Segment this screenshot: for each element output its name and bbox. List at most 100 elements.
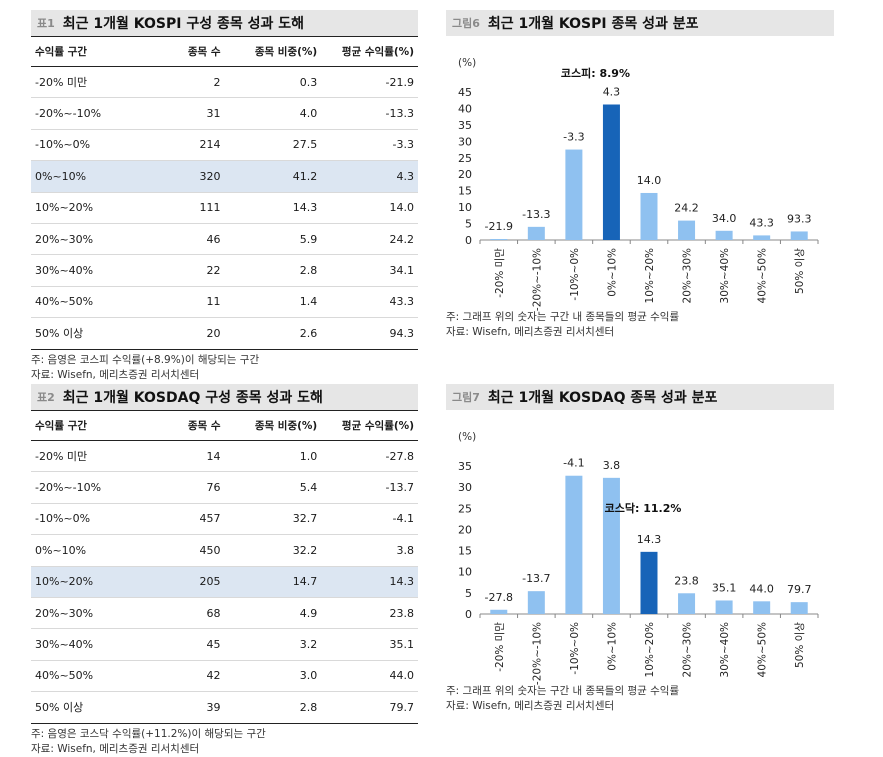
figure7-title: 최근 1개월 KOSDAQ 종목 성과 분포 (487, 390, 718, 406)
table-cell: 320 (147, 160, 225, 193)
table2-header: 종목 수 (147, 410, 225, 441)
table-cell: 31 (147, 97, 225, 130)
table-cell: 4.3 (321, 160, 418, 193)
table-cell: 3.0 (224, 660, 322, 693)
table-row: 30%~40% 22 2.8 34.1 (31, 254, 418, 287)
table-cell: 5.4 (224, 471, 322, 504)
x-tick-label: -10%~0% (569, 622, 581, 675)
y-tick-label: 30 (458, 135, 472, 148)
table-row: 0%~10% 450 32.2 3.8 (31, 534, 418, 567)
x-tick-label: -20%~-10% (531, 622, 543, 685)
table-cell: 22 (147, 254, 225, 287)
y-tick-label: 25 (458, 152, 472, 165)
figure6-title: 최근 1개월 KOSPI 종목 성과 분포 (487, 16, 699, 32)
y-tick-label: 25 (458, 502, 472, 515)
y-axis-unit-label: (%) (458, 57, 476, 69)
table2-title-bar: 표2 최근 1개월 KOSDAQ 구성 종목 성과 도해 (31, 384, 418, 410)
table2-title: 최근 1개월 KOSDAQ 구성 종목 성과 도해 (62, 390, 323, 406)
table-cell: 45 (147, 628, 225, 661)
table-cell: 42 (147, 660, 225, 693)
table-cell: 14.3 (321, 566, 418, 598)
table-cell: 3.2 (224, 628, 322, 661)
figure7-notes: 주: 그래프 위의 숫자는 구간 내 종목들의 평균 수익률 자료: Wisef… (446, 684, 834, 714)
table-cell: 50% 이상 (31, 317, 148, 350)
table-cell: 43.3 (321, 286, 418, 319)
figure6-footnote: 주: 그래프 위의 숫자는 구간 내 종목들의 평균 수익률 (446, 311, 680, 323)
x-tick-label: 10%~20% (644, 248, 656, 303)
table-cell: 450 (147, 534, 225, 567)
table-row: -20%~-10% 76 5.4 -13.7 (31, 471, 418, 504)
figure7-title-bar: 그림7 최근 1개월 KOSDAQ 종목 성과 분포 (446, 384, 834, 410)
table-cell: 14.3 (224, 192, 322, 224)
data-label: -27.8 (485, 591, 513, 604)
data-label: -3.3 (563, 131, 584, 144)
table2-header: 평균 수익률(%) (321, 410, 418, 441)
table-cell: 20 (147, 317, 225, 350)
table-cell: -27.8 (321, 440, 418, 473)
figure7-chart: (%) 0 5 10 15 20 25 30 35 -27.8 -20% 미만 -13.7 -20%~-… (458, 431, 819, 685)
x-tick-label: 40%~50% (757, 248, 769, 303)
data-label: 35.1 (712, 581, 737, 594)
table-cell: 2.6 (224, 317, 322, 350)
table2-notes: 주: 음영은 코스닥 수익률(+11.2%)이 해당되는 구간 자료: Wise… (31, 727, 418, 757)
y-tick-label: 5 (465, 587, 472, 600)
table-cell: -21.9 (321, 66, 418, 99)
y-tick-label: 40 (458, 102, 472, 115)
figure6-title-bar: 그림6 최근 1개월 KOSPI 종목 성과 분포 (446, 10, 834, 36)
table-row: 20%~30% 68 4.9 23.8 (31, 597, 418, 630)
table-cell: 10%~20% (31, 192, 148, 224)
table-cell: 2 (147, 66, 225, 99)
table-cell: 1.4 (224, 286, 322, 319)
table-cell: 32.2 (224, 534, 322, 567)
table-row: -20% 미만 14 1.0 -27.8 (31, 440, 418, 473)
benchmark-annotation: 코스피: 8.9% (561, 66, 630, 80)
bar (640, 551, 658, 614)
table-cell: 24.2 (321, 223, 418, 256)
data-label: -4.1 (563, 457, 584, 470)
bar (678, 593, 696, 614)
table-cell: 44.0 (321, 660, 418, 693)
table-cell: 214 (147, 129, 225, 162)
table-cell: 0.3 (224, 66, 322, 99)
bar (640, 192, 658, 240)
data-label: 93.3 (787, 212, 812, 225)
table-cell: 10%~20% (31, 566, 148, 598)
table-cell: -13.3 (321, 97, 418, 130)
bar (490, 239, 508, 240)
x-tick-label: 0%~10% (606, 248, 618, 297)
table1-header: 평균 수익률(%) (321, 36, 418, 67)
bar (565, 475, 583, 614)
data-label: 14.0 (637, 174, 662, 187)
x-tick-label: 0%~10% (606, 622, 618, 671)
table-cell: 14 (147, 440, 225, 473)
data-label: 34.0 (712, 212, 737, 225)
table1-title: 최근 1개월 KOSPI 구성 종목 성과 도해 (62, 16, 304, 32)
table-cell: 35.1 (321, 628, 418, 661)
data-label: -21.9 (485, 220, 513, 233)
table1: 수익률 구간 종목 수 종목 비중(%) 평균 수익률(%) -20% 미만 2 0… (31, 36, 418, 350)
table-cell: 4.9 (224, 597, 322, 630)
data-label: -13.3 (522, 208, 550, 221)
table-cell: 14.7 (224, 566, 322, 598)
table1-footnote: 주: 음영은 코스피 수익률(+8.9%)이 해당되는 구간 (31, 353, 260, 366)
table-cell: 32.7 (224, 503, 322, 536)
bar (790, 602, 808, 614)
table-cell: 14.0 (321, 192, 418, 224)
table-row: 10%~20% 111 14.3 14.0 (31, 192, 418, 224)
table1-header: 종목 비중(%) (224, 36, 322, 67)
data-label: -13.7 (522, 572, 550, 585)
x-tick-label: 50% 이상 (794, 622, 806, 668)
table-row: -10%~0% 457 32.7 -4.1 (31, 503, 418, 536)
x-tick-label: 20%~30% (682, 248, 694, 303)
data-label: 79.7 (787, 583, 812, 596)
table-cell: 2.8 (224, 254, 322, 287)
table-cell: 41.2 (224, 160, 322, 193)
table-cell: 40%~50% (31, 286, 148, 319)
table-row: -20% 미만 2 0.3 -21.9 (31, 66, 418, 99)
table1-source: 자료: Wisefn, 메리츠증권 리서치센터 (31, 368, 200, 381)
table-cell: 11 (147, 286, 225, 319)
figure7-source: 자료: Wisefn, 메리츠증권 리서치센터 (446, 700, 615, 712)
table-cell: 457 (147, 503, 225, 536)
table2-header: 종목 비중(%) (224, 410, 322, 441)
table-row: 0%~10% 320 41.2 4.3 (31, 160, 418, 193)
